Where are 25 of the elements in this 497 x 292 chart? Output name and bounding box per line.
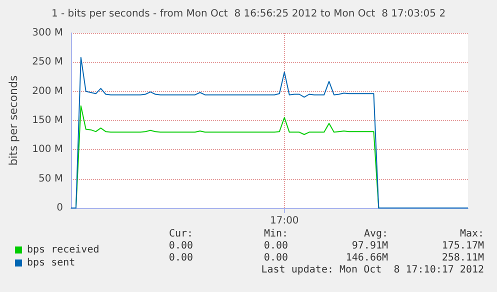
- y-tick-label: 250 M: [32, 56, 63, 68]
- text: 0.00: [264, 252, 288, 264]
- text: 146.66M: [346, 252, 388, 264]
- y-tick-label: 100 M: [32, 144, 63, 156]
- y-tick-label: 300 M: [32, 28, 63, 38]
- legend-label: bps received: [27, 244, 100, 256]
- text: 258.11M: [442, 252, 484, 264]
- x-tick-label: 17:00: [270, 216, 299, 226]
- text: Avg:: [364, 228, 388, 240]
- y-tick-label: 150 M: [32, 115, 63, 126]
- text: 0.00: [264, 240, 288, 252]
- y-axis-title: bits per seconds: [7, 75, 20, 166]
- text: 0.00: [168, 240, 194, 252]
- text: Cur:: [169, 228, 194, 240]
- legend-label: bps sent: [27, 258, 76, 268]
- text: Min:: [264, 228, 288, 240]
- text: 97.91M: [352, 240, 388, 252]
- y-tick-label: 0: [56, 202, 63, 214]
- text: 0.00: [168, 252, 194, 264]
- text: Last update: Mon Oct 8 17:10:17 2012: [261, 264, 484, 276]
- text: Max:: [460, 228, 484, 240]
- text: 175.17M: [442, 240, 484, 252]
- y-tick-label: 200 M: [32, 86, 63, 97]
- chart-title: 1 - bits per seconds - from Mon Oct 8 16:56:25 2012 to Mon Oct 8 17:03:05 2: [51, 8, 446, 20]
- y-tick-label: 50 M: [38, 173, 63, 184]
